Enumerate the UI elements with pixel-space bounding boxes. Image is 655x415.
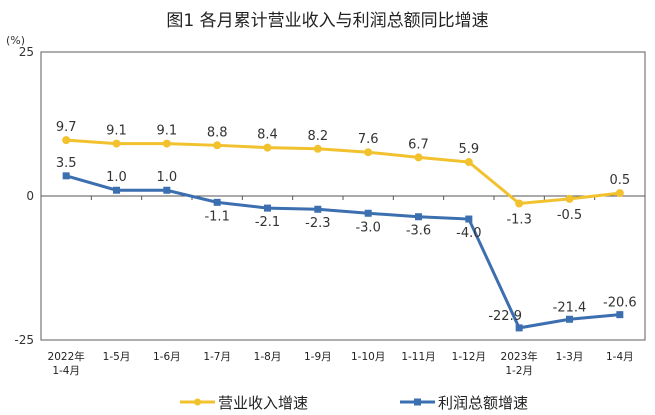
data-label: 8.8 (207, 125, 228, 140)
chart-title: 图1 各月累计营业收入与利润总额同比增速 (166, 11, 489, 31)
x-tick-label: 1-10月 (351, 351, 385, 363)
x-tick-label: 2023年 (501, 350, 538, 363)
data-label: 7.6 (358, 132, 379, 147)
x-tick-label: 1-6月 (153, 351, 181, 363)
data-point (464, 158, 473, 167)
legend-marker (414, 398, 421, 406)
data-point (112, 139, 121, 148)
x-tick-label: 1-5月 (103, 351, 131, 363)
data-label: 6.7 (408, 137, 429, 152)
data-label: 8.2 (307, 129, 328, 144)
data-point (163, 186, 171, 194)
data-point (113, 186, 120, 194)
data-point (615, 189, 624, 198)
data-label: 9.7 (56, 120, 77, 135)
data-point (213, 198, 221, 206)
data-label: -21.4 (553, 300, 587, 315)
data-label: 9.1 (156, 124, 177, 139)
data-point (364, 209, 372, 217)
x-tick-label: 1-8月 (254, 351, 282, 363)
data-label: 1.0 (156, 170, 177, 185)
data-point (414, 153, 423, 162)
x-tick-label: 1-4月 (52, 365, 80, 377)
data-label: -2.1 (255, 215, 280, 230)
x-tick-label: 2022年 (48, 350, 85, 363)
data-point (162, 139, 171, 148)
data-point (515, 324, 523, 332)
data-point (62, 172, 70, 180)
data-label: -1.3 (506, 212, 531, 227)
data-label: -1.1 (204, 209, 229, 224)
data-point (62, 136, 71, 145)
data-label: 5.9 (458, 142, 479, 157)
data-label: 9.1 (106, 124, 127, 139)
series-line-0 (66, 138, 621, 206)
legend-label: 营业收入增速 (218, 394, 308, 412)
x-tick-label: 1-9月 (304, 351, 332, 363)
y-tick-label: 0 (26, 189, 34, 203)
x-tick-label: 1-11月 (401, 351, 435, 363)
data-label: 0.5 (609, 173, 630, 188)
data-label: -20.6 (603, 296, 637, 311)
data-point (566, 315, 573, 323)
y-tick-label: 25 (19, 45, 34, 59)
data-label: -3.6 (406, 224, 431, 239)
x-tick-label: 1-3月 (556, 351, 584, 363)
data-label: -4.0 (456, 226, 481, 241)
data-point (515, 199, 524, 208)
data-point (616, 311, 624, 319)
data-point (364, 148, 373, 157)
y-tick-label: -25 (14, 333, 34, 347)
data-point (565, 194, 574, 203)
data-label: 8.4 (257, 128, 278, 143)
y-axis-unit: (%) (6, 34, 25, 47)
data-label: -2.3 (305, 216, 330, 231)
data-point (313, 144, 322, 153)
x-tick-label: 1-2月 (505, 365, 533, 377)
series-line-1 (65, 174, 620, 330)
data-label: -3.0 (355, 220, 380, 235)
data-point (263, 143, 272, 152)
data-label: -0.5 (557, 208, 582, 223)
data-point (213, 141, 222, 150)
legend-marker (194, 398, 201, 406)
data-point (415, 213, 422, 221)
data-point (314, 205, 322, 213)
x-tick-label: 1-12月 (452, 351, 486, 363)
legend-label: 利润总额增速 (438, 394, 528, 412)
x-tick-label: 1-4月 (606, 351, 634, 363)
data-label: -22.9 (488, 309, 522, 324)
data-label: 3.5 (56, 156, 77, 171)
x-tick-label: 1-7月 (203, 351, 231, 363)
data-point (465, 215, 473, 223)
data-point (264, 204, 271, 212)
data-label: 1.0 (106, 170, 127, 185)
